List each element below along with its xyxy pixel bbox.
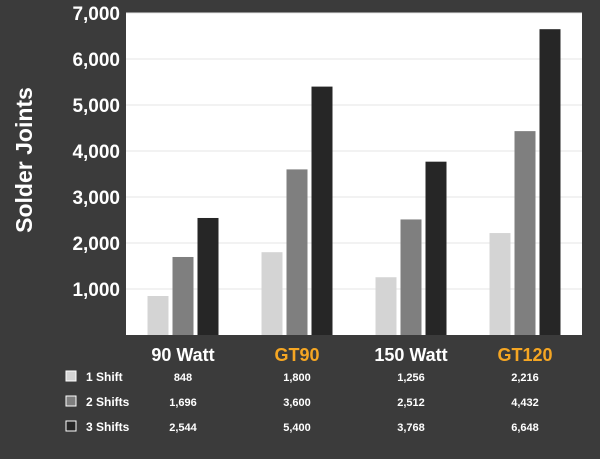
y-tick-label: 2,000 xyxy=(72,234,120,255)
bar-3 xyxy=(197,217,219,335)
table-cell: 2,216 xyxy=(511,372,539,384)
y-axis-ticks: 1,000 2,000 3,000 4,000 5,000 6,000 7,000 xyxy=(72,4,120,301)
bar-1 xyxy=(147,295,169,335)
bars xyxy=(147,29,561,336)
plot-area xyxy=(126,13,582,335)
bar-2 xyxy=(286,169,308,335)
table-cell: 1,256 xyxy=(397,372,425,384)
legend-label: 1 Shift xyxy=(86,370,123,384)
bar-1 xyxy=(489,233,511,335)
legend-swatch-2 xyxy=(65,395,77,407)
category-label: GT120 xyxy=(497,345,552,365)
y-tick-label: 5,000 xyxy=(72,96,120,117)
category-label: 150 Watt xyxy=(374,345,447,365)
y-tick-label: 4,000 xyxy=(72,142,120,163)
table-cell: 1,800 xyxy=(283,372,311,384)
data-table: 1 Shift 848 1,800 1,256 2,216 2 Shifts 1,696 3,… xyxy=(65,370,539,434)
category-label: 90 Watt xyxy=(151,345,214,365)
bar-2 xyxy=(172,256,194,335)
category-labels: 90 Watt GT90 150 Watt GT120 xyxy=(151,345,552,365)
table-cell: 2,512 xyxy=(397,397,425,409)
y-tick-label: 7,000 xyxy=(72,4,120,25)
table-cell: 2,544 xyxy=(169,422,197,434)
bar-2 xyxy=(400,219,422,335)
bar-1 xyxy=(375,277,397,335)
table-cell: 1,696 xyxy=(169,397,197,409)
y-tick-label: 1,000 xyxy=(72,280,120,301)
table-cell: 848 xyxy=(174,372,192,384)
y-tick-label: 3,000 xyxy=(72,188,120,209)
legend-swatch-3 xyxy=(65,420,77,432)
legend-label: 3 Shifts xyxy=(86,420,130,434)
bar-2 xyxy=(514,131,536,335)
bar-1 xyxy=(261,252,283,335)
table-cell: 3,768 xyxy=(397,422,425,434)
legend-swatch-1 xyxy=(65,370,77,382)
y-tick-label: 6,000 xyxy=(72,50,120,71)
bar-3 xyxy=(539,29,561,336)
table-cell: 4,432 xyxy=(511,397,539,409)
table-cell: 3,600 xyxy=(283,397,311,409)
bar-3 xyxy=(311,86,333,335)
table-cell: 6,648 xyxy=(511,422,539,434)
category-label: GT90 xyxy=(274,345,319,365)
y-axis-label: Solder Joints xyxy=(11,87,37,233)
table-cell: 5,400 xyxy=(283,422,311,434)
bar-3 xyxy=(425,161,447,335)
legend-label: 2 Shifts xyxy=(86,395,130,409)
